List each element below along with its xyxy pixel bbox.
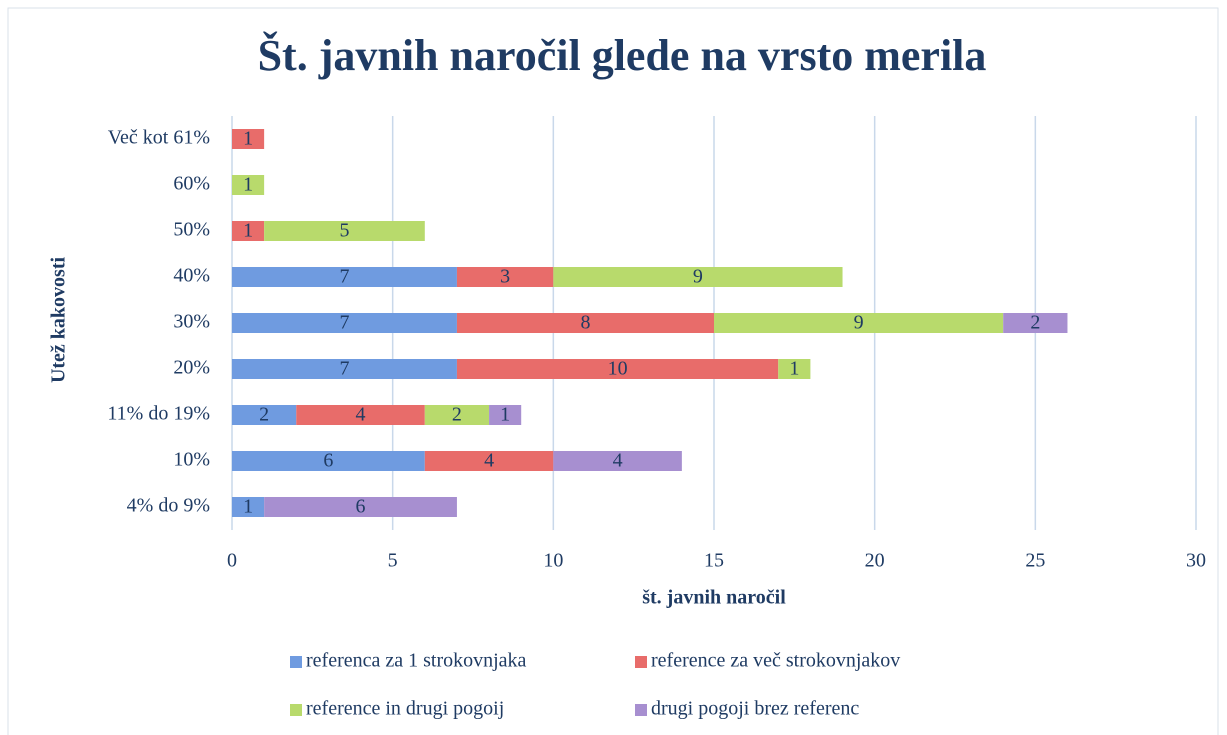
data-label: 2 [452, 404, 462, 426]
data-label: 3 [500, 266, 510, 288]
legend-label: reference za več strokovnjakov [651, 650, 900, 672]
bar-segment [232, 405, 297, 425]
data-label: 1 [243, 128, 253, 150]
data-label: 1 [500, 404, 510, 426]
bar-segment [232, 129, 265, 149]
data-label: 4 [613, 450, 623, 472]
bar-segment [296, 405, 425, 425]
y-tick-label: 50% [173, 219, 210, 241]
y-axis-label: Utež kakovosti [48, 257, 70, 384]
data-label: 9 [854, 312, 864, 334]
data-label: 9 [693, 266, 703, 288]
y-tick-label: 20% [173, 357, 210, 379]
data-label: 1 [243, 496, 253, 518]
legend-swatch [635, 656, 647, 668]
x-tick-label: 25 [1025, 550, 1045, 572]
bar-segment [553, 451, 682, 471]
legend-swatch [635, 704, 647, 716]
bar-segment [232, 175, 265, 195]
data-label: 6 [356, 496, 366, 518]
chart-title: Št. javnih naročil glede na vrsto merila [258, 30, 987, 80]
legend-label: reference in drugi pogoij [306, 698, 504, 720]
data-label: 4 [484, 450, 494, 472]
y-tick-label: 10% [173, 449, 210, 471]
bar-segment [1003, 313, 1068, 333]
x-tick-label: 20 [865, 550, 885, 572]
y-tick-label: 30% [173, 311, 210, 333]
data-label: 2 [259, 404, 269, 426]
bar-segment [489, 405, 522, 425]
data-label: 1 [243, 174, 253, 196]
y-tick-label: 40% [173, 265, 210, 287]
bar-segment [232, 313, 457, 333]
data-label: 7 [339, 266, 349, 288]
y-tick-label: 60% [173, 173, 210, 195]
data-label: 1 [789, 358, 799, 380]
y-tick-label: Več kot 61% [108, 127, 210, 149]
legend-label: drugi pogoji brez referenc [651, 698, 859, 720]
bar-segment [232, 451, 425, 471]
x-tick-label: 0 [227, 550, 237, 572]
bar-segment [456, 313, 714, 333]
bar-segment [264, 221, 425, 241]
data-label: 10 [608, 358, 628, 380]
bar-segment [232, 497, 265, 517]
y-tick-label: 11% do 19% [107, 403, 210, 425]
x-tick-label: 10 [543, 550, 563, 572]
bar-segment [456, 359, 779, 379]
legend-label: referenca za 1 strokovnjaka [306, 650, 527, 672]
bar-segment [553, 267, 843, 287]
legend-swatch [290, 656, 302, 668]
bar-segment [778, 359, 811, 379]
y-tick-label: 4% do 9% [127, 495, 210, 517]
bar-segment [714, 313, 1004, 333]
x-tick-label: 15 [704, 550, 724, 572]
data-label: 4 [356, 404, 366, 426]
bar-segment [232, 267, 457, 287]
x-tick-label: 5 [388, 550, 398, 572]
data-label: 8 [580, 312, 590, 334]
data-label: 7 [339, 312, 349, 334]
x-tick-label: 30 [1186, 550, 1206, 572]
data-label: 7 [339, 358, 349, 380]
bar-segment [264, 497, 457, 517]
bar-segment [424, 405, 490, 425]
data-label: 1 [243, 220, 253, 242]
data-label: 5 [339, 220, 349, 242]
x-axis-label: št. javnih naročil [642, 587, 786, 609]
legend-swatch [290, 704, 302, 716]
data-label: 6 [323, 450, 333, 472]
bar-segment [456, 267, 554, 287]
data-label: 2 [1030, 312, 1040, 334]
bar-segment [232, 221, 265, 241]
bar-segment [232, 359, 457, 379]
bar-segment [424, 451, 554, 471]
